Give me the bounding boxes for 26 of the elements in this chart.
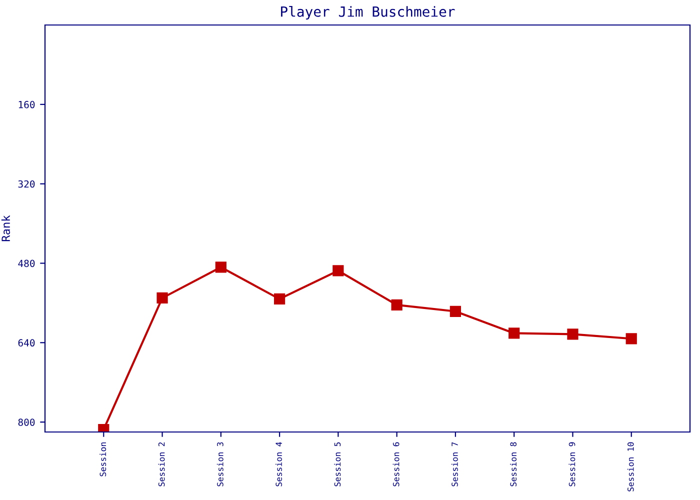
point <box>508 328 520 339</box>
point <box>332 265 344 276</box>
x-tick-label: Session 5 <box>334 442 341 486</box>
x-tick-label: Session 6 <box>392 442 400 486</box>
point <box>391 299 402 310</box>
x-tick-label: Session 2 <box>158 442 165 486</box>
y-tick-label: 800 <box>18 418 35 426</box>
y-tick-label: 480 <box>18 260 35 268</box>
x-tick-label: Session 4 <box>276 442 282 486</box>
chart-title: Player Jim Buschmeier <box>281 6 455 20</box>
x-tick-label: Session <box>100 442 106 476</box>
y-tick-label: 640 <box>18 339 35 347</box>
point <box>156 292 168 304</box>
point <box>567 328 578 340</box>
x-tick-label: Session 8 <box>510 442 517 486</box>
y-axis-title: Rank <box>1 215 10 242</box>
x-tick-label: Session 7 <box>451 442 458 486</box>
point <box>215 262 226 273</box>
point <box>626 333 637 344</box>
x-tick-label: Session 9 <box>568 442 576 486</box>
y-tick-label: 320 <box>18 180 35 188</box>
point <box>450 306 462 317</box>
x-tick-label: Session 10 <box>627 442 634 492</box>
point <box>274 293 286 305</box>
y-tick-label: 160 <box>18 100 35 108</box>
x-tick-label: Session 3 <box>216 442 224 486</box>
